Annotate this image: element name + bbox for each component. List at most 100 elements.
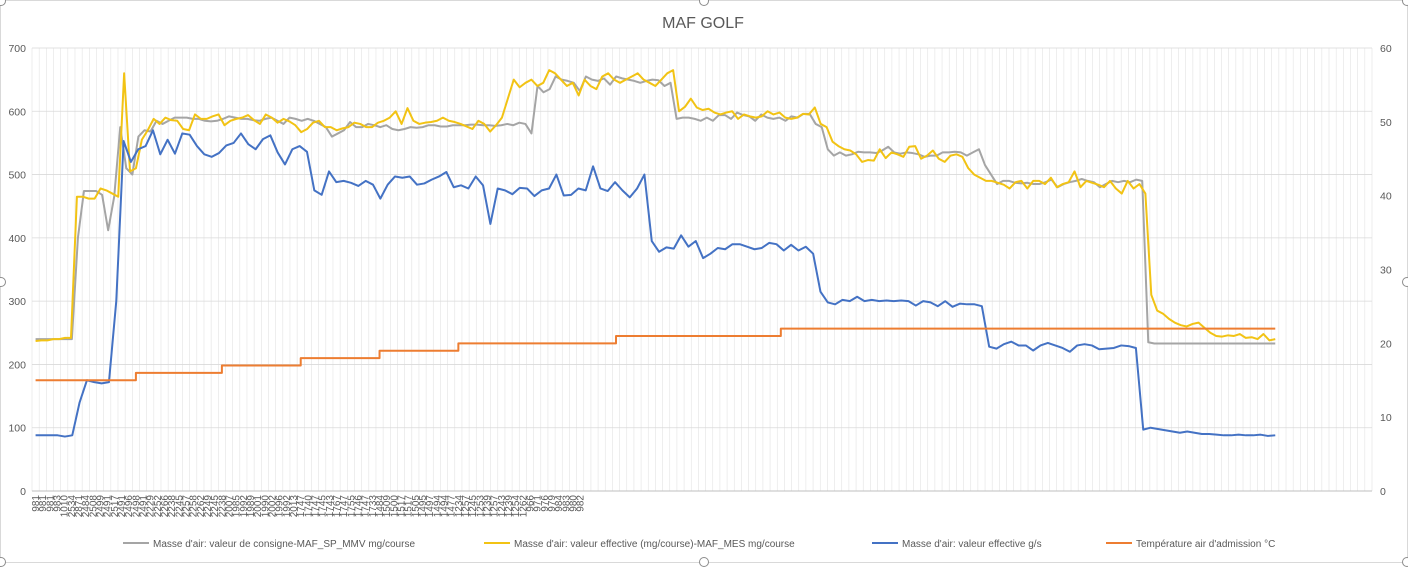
y2-tick-label: 0 [1380,486,1386,498]
x-tick-label: 981 [31,495,42,512]
x-tick-label: 1239 [483,495,494,518]
x-tick-label: 981 [38,495,49,512]
x-axis: 9819819819831010253428712484250824992491… [31,495,587,518]
x-tick-label: 2245 [210,495,221,518]
y2-tick-label: 40 [1380,191,1392,203]
series-line [35,327,1276,382]
x-tick-label: 1992 [239,495,250,518]
x-tick-label: 980 [569,495,580,512]
y-tick-label: 0 [20,486,26,498]
x-tick-label: 1985 [232,495,243,518]
x-tick-label: 976 [540,495,551,512]
x-tick-label: 1477 [447,495,458,518]
x-tick-label: 1755 [346,495,357,518]
x-tick-label: 2534 [67,495,78,518]
legend-item: Température air d'admission °C [1106,539,1275,550]
x-tick-label: 983 [561,495,572,512]
x-tick-label: 2517 [110,495,121,518]
legend-label: Température air d'admission °C [1136,539,1275,550]
x-tick-label: 1992 [282,495,293,518]
x-tick-label: 966 [526,495,537,512]
x-tick-label: 1767 [332,495,343,518]
x-tick-label: 983 [53,495,64,512]
x-tick-label: 1494 [432,495,443,518]
x-tick-label: 982 [576,495,587,512]
legend-item: Masse d'air: valeur effective (mg/course… [484,539,795,550]
x-tick-label: 2245 [174,495,185,518]
y2-tick-label: 10 [1380,412,1392,424]
series-lines [35,69,1276,438]
x-tick-label: 1746 [354,495,365,518]
x-tick-label: 1500 [389,495,400,518]
x-tick-label: 1254 [511,495,522,518]
x-tick-label: 1245 [468,495,479,518]
x-tick-label: 2499 [96,495,107,518]
x-tick-label: 1495 [418,495,429,518]
series-line [35,69,1276,343]
legend-item: Masse d'air: valeur effective g/s [872,539,1042,550]
y2-tick-label: 30 [1380,265,1392,277]
x-tick-label: 1484 [375,495,386,518]
x-tick-label: 1996 [275,495,286,518]
x-tick-label: 979 [547,495,558,512]
y-tick-label: 300 [8,296,26,308]
x-tick-label: 1497 [425,495,436,518]
resize-handle-top[interactable] [699,0,709,6]
resize-handle-left[interactable] [0,277,6,287]
x-tick-label: 2238 [167,495,178,518]
x-tick-label: 984 [554,495,565,512]
x-tick-label: 2013 [289,495,300,518]
x-tick-label: 1239 [504,495,515,518]
chart-title: MAF GOLF [662,15,744,32]
x-tick-label: 2001 [253,495,264,518]
x-tick-label: 1733 [368,495,379,518]
x-tick-label: 1243 [497,495,508,518]
y-tick-label: 400 [8,233,26,245]
x-tick-label: 1010 [60,495,71,518]
resize-handle-right[interactable] [1402,277,1408,287]
x-tick-label: 2229 [146,495,157,518]
y2-tick-label: 60 [1380,43,1392,55]
x-tick-label: 2498 [131,495,142,518]
x-tick-label: 1257 [490,495,501,518]
legend-label: Masse d'air: valeur de consigne-MAF_SP_M… [153,539,415,550]
x-tick-label: 1517 [397,495,408,518]
x-tick-label: 2508 [88,495,99,518]
x-tick-label: 1509 [382,495,393,518]
x-tick-label: 2491 [139,495,150,518]
x-tick-label: 2266 [160,495,171,518]
resize-handle-top-right[interactable] [1402,0,1408,6]
x-tick-label: 2258 [189,495,200,518]
x-tick-label: 1257 [461,495,472,518]
x-tick-label: 1505 [411,495,422,518]
x-tick-label: 971 [533,495,544,512]
legend-item: Masse d'air: valeur de consigne-MAF_SP_M… [123,539,415,550]
x-tick-label: 1747 [296,495,307,518]
y2-tick-label: 20 [1380,338,1392,350]
x-tick-label: 2238 [217,495,228,518]
x-tick-label: 1234 [454,495,465,518]
x-tick-label: 1745 [318,495,329,518]
x-tick-label: 1740 [303,495,314,518]
x-tick-label: 2249 [203,495,214,518]
resize-handle-top-left[interactable] [0,0,6,6]
legend: Masse d'air: valeur de consigne-MAF_SP_M… [123,539,1275,550]
y-tick-label: 100 [8,423,26,435]
x-tick-label: 1747 [339,495,350,518]
x-tick-label: 2262 [196,495,207,518]
x-tick-label: 1262 [518,495,529,518]
y-tick-label: 500 [8,170,26,182]
y2-tick-label: 50 [1380,117,1392,129]
y-axis-left: 0 100 200 300 400 500 600 700 [8,43,26,498]
x-tick-label: 2496 [124,495,135,518]
series-line [35,129,1276,438]
y-tick-label: 700 [8,43,26,55]
x-tick-label: 1989 [246,495,257,518]
x-tick-label: 1990 [260,495,271,518]
y-tick-label: 200 [8,359,26,371]
x-tick-label: 1517 [404,495,415,518]
gridlines [31,47,1373,492]
legend-label: Masse d'air: valeur effective g/s [902,539,1042,550]
